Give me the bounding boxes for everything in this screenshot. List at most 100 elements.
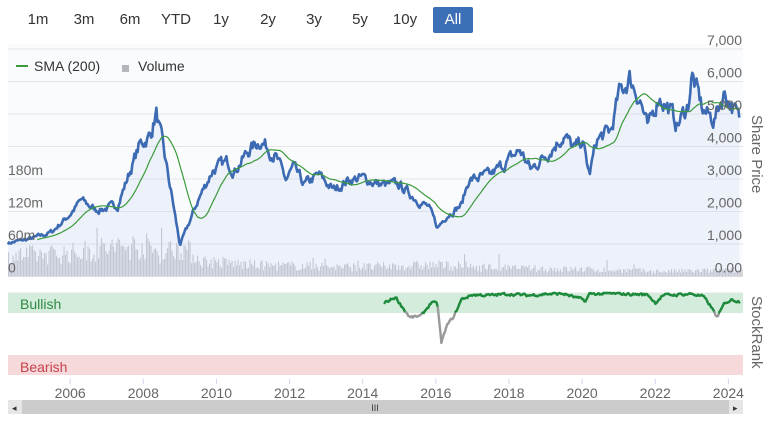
volume-bar bbox=[671, 268, 673, 277]
volume-bar bbox=[206, 259, 208, 277]
volume-bar bbox=[263, 270, 265, 277]
volume-bar bbox=[20, 248, 22, 277]
volume-bar bbox=[311, 269, 313, 277]
range-button-2y[interactable]: 2y bbox=[260, 11, 276, 28]
volume-bar bbox=[278, 261, 280, 277]
volume-bar bbox=[738, 270, 740, 277]
volume-bar bbox=[179, 259, 181, 277]
price-tick-label: 1,000 bbox=[707, 227, 742, 243]
volume-bar bbox=[93, 254, 95, 277]
volume-bar bbox=[659, 272, 661, 277]
range-button-10y[interactable]: 10y bbox=[392, 11, 418, 28]
volume-bar bbox=[209, 263, 211, 277]
legend-volume-label[interactable]: Volume bbox=[138, 58, 185, 74]
volume-bar bbox=[87, 246, 89, 277]
volume-bar bbox=[483, 263, 485, 277]
volume-bar bbox=[375, 264, 377, 277]
volume-bar bbox=[675, 271, 677, 277]
volume-bar bbox=[453, 266, 455, 277]
volume-bar bbox=[443, 268, 445, 277]
range-button-all[interactable]: All bbox=[433, 7, 473, 33]
axis-tick-labels: 7,000 6,000 5,000 4,000 3,000 2,000 1,000 0.00 1… bbox=[8, 32, 744, 401]
volume-bar bbox=[389, 264, 391, 277]
scrollbar[interactable]: ◂ ▸ III bbox=[8, 400, 743, 414]
volume-bar bbox=[714, 268, 716, 277]
volume-bar bbox=[72, 242, 74, 277]
volume-bar bbox=[290, 265, 292, 277]
range-button-3m[interactable]: 3m bbox=[73, 11, 95, 28]
volume-bar bbox=[528, 264, 530, 277]
volume-bar bbox=[282, 262, 284, 277]
volume-bar bbox=[393, 264, 395, 277]
volume-bar bbox=[342, 267, 344, 277]
volume-bar bbox=[8, 252, 10, 277]
range-button-ytd[interactable]: YTD bbox=[161, 11, 191, 28]
volume-bar bbox=[317, 267, 319, 277]
volume-bar bbox=[410, 269, 412, 277]
volume-bar bbox=[251, 263, 253, 277]
volume-bar bbox=[32, 245, 34, 277]
volume-bar bbox=[33, 250, 35, 277]
volume-bar bbox=[63, 246, 65, 277]
volume-bar bbox=[519, 268, 521, 277]
volume-bar bbox=[68, 261, 70, 277]
volume-bar bbox=[504, 264, 506, 277]
range-button-1y[interactable]: 1y bbox=[213, 11, 229, 28]
volume-bar bbox=[231, 260, 233, 277]
volume-bar bbox=[581, 267, 583, 277]
volume-bar bbox=[716, 270, 718, 277]
bearish-label: Bearish bbox=[20, 359, 67, 375]
stockrank-segment bbox=[437, 317, 442, 332]
volume-bar bbox=[384, 265, 386, 277]
volume-bar bbox=[416, 261, 418, 277]
volume-bar bbox=[182, 260, 184, 277]
volume-bar bbox=[489, 264, 491, 277]
volume-bar bbox=[422, 269, 424, 277]
volume-bar bbox=[303, 269, 305, 277]
volume-bar bbox=[137, 249, 139, 277]
volume-bar bbox=[629, 269, 631, 277]
volume-bar bbox=[518, 269, 520, 277]
volume-bar bbox=[632, 269, 634, 277]
range-button-5y[interactable]: 5y bbox=[352, 11, 368, 28]
volume-bar bbox=[287, 262, 289, 277]
range-button-1m[interactable]: 1m bbox=[27, 11, 49, 28]
range-button-6m[interactable]: 6m bbox=[119, 11, 141, 28]
volume-bar bbox=[12, 255, 14, 277]
volume-bar bbox=[321, 263, 323, 277]
volume-bar bbox=[54, 249, 56, 277]
volume-bar bbox=[720, 270, 722, 277]
volume-bar bbox=[566, 267, 568, 277]
volume-bar bbox=[225, 258, 227, 277]
scrollbar-right-button[interactable] bbox=[729, 400, 743, 414]
volume-bar bbox=[141, 243, 143, 277]
volume-bar bbox=[515, 265, 517, 277]
volume-bar bbox=[696, 269, 698, 277]
volume-bar bbox=[663, 270, 665, 277]
volume-bar bbox=[212, 268, 214, 277]
volume-bar bbox=[254, 260, 256, 277]
scrollbar-left-button[interactable] bbox=[8, 400, 22, 414]
volume-bar bbox=[45, 253, 47, 277]
volume-bar bbox=[165, 253, 167, 277]
volume-bar bbox=[452, 270, 454, 277]
volume-bar bbox=[30, 246, 32, 277]
volume-bar bbox=[458, 261, 460, 277]
volume-bar bbox=[326, 265, 328, 277]
volume-bar bbox=[482, 264, 484, 277]
volume-bar bbox=[104, 243, 106, 277]
range-button-3y[interactable]: 3y bbox=[306, 11, 322, 28]
scroll-left-arrow-icon: ◂ bbox=[12, 403, 17, 413]
volume-bar bbox=[488, 264, 490, 277]
volume-bar bbox=[419, 268, 421, 277]
volume-bar bbox=[122, 245, 124, 277]
volume-bar bbox=[84, 240, 86, 277]
volume-bar bbox=[435, 263, 437, 277]
volume-bar bbox=[705, 270, 707, 277]
scrollbar-thumb[interactable] bbox=[22, 400, 729, 414]
volume-bar bbox=[281, 265, 283, 277]
legend-sma-label[interactable]: SMA (200) bbox=[34, 58, 100, 74]
volume-bar bbox=[219, 265, 221, 277]
volume-bar bbox=[704, 268, 706, 277]
legend[interactable]: SMA (200) Volume bbox=[16, 58, 185, 74]
